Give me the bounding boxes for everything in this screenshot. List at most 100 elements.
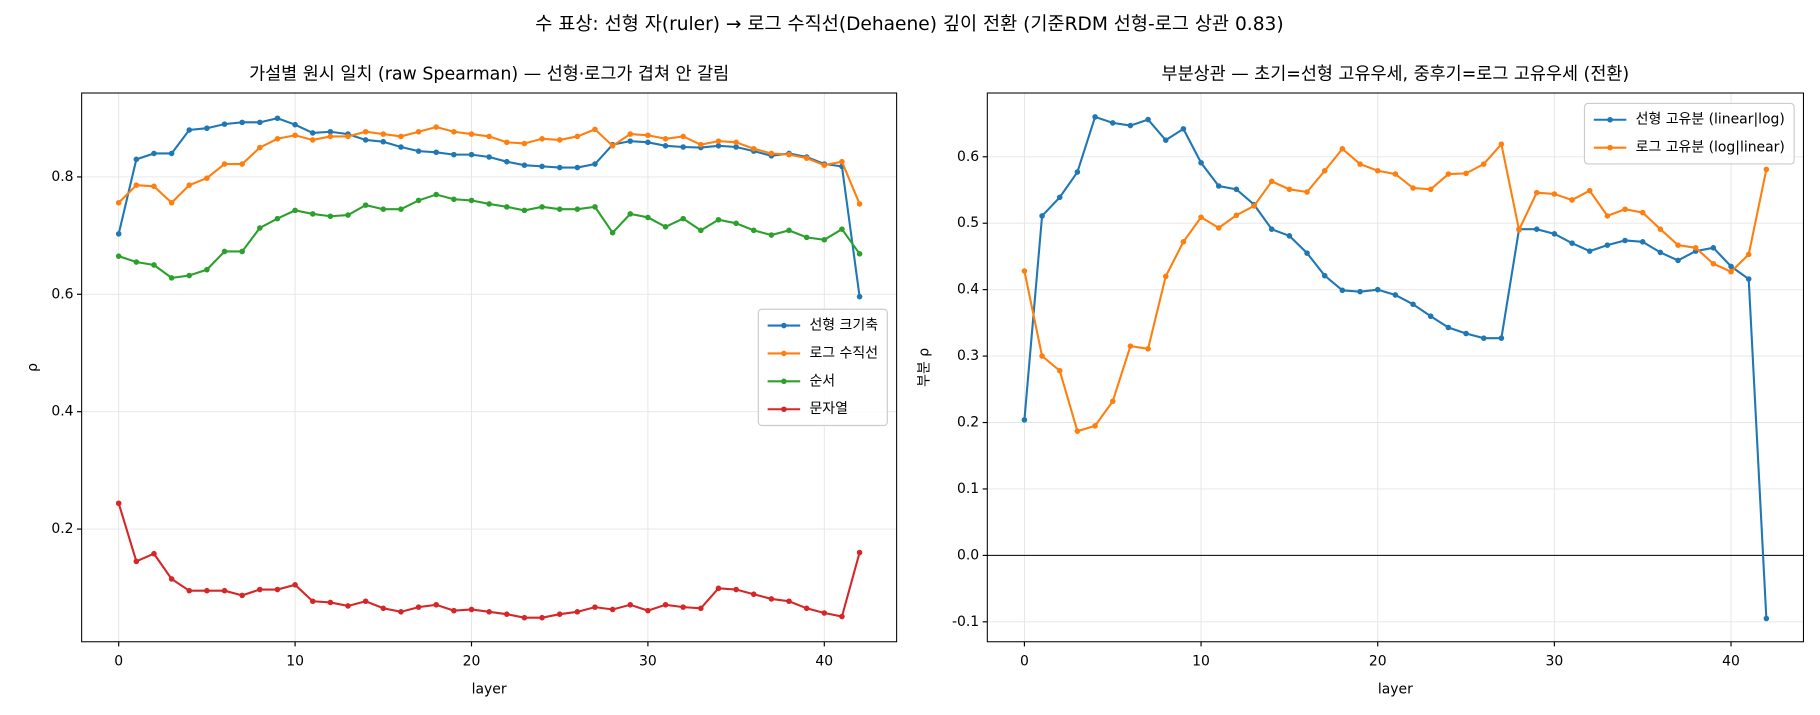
data-point	[309, 211, 316, 217]
data-point	[1127, 122, 1134, 129]
data-point	[1639, 209, 1646, 216]
data-point	[1427, 186, 1434, 193]
data-point	[856, 251, 863, 257]
data-point	[433, 191, 440, 198]
data-point	[151, 262, 157, 268]
data-point	[1145, 345, 1151, 352]
data-point	[698, 227, 704, 234]
legend-marker	[781, 322, 787, 329]
legend-box	[1583, 102, 1795, 165]
data-point	[1586, 187, 1593, 194]
data-point	[680, 133, 686, 140]
data-point	[521, 207, 528, 214]
data-point	[768, 150, 775, 157]
x-tick-label: 40	[815, 654, 833, 670]
x-tick-label: 30	[1546, 654, 1564, 670]
legend-label: 순서	[809, 373, 835, 389]
data-point	[1321, 167, 1328, 174]
data-point	[803, 234, 810, 241]
data-point	[1056, 194, 1063, 201]
legend-label: 선형 크기축	[809, 318, 878, 334]
legend: 선형 고유분 (linear|log) 로그 고유분 (log|linear)	[1583, 102, 1795, 165]
data-point	[1533, 189, 1540, 196]
data-point	[733, 220, 739, 227]
data-point	[345, 212, 351, 218]
data-point	[1286, 233, 1293, 239]
data-point	[698, 605, 704, 612]
data-point	[168, 150, 175, 157]
data-point	[239, 248, 245, 255]
data-point	[1180, 126, 1187, 132]
data-point	[221, 161, 228, 167]
data-point	[627, 131, 634, 137]
data-point	[1410, 185, 1416, 191]
data-point	[1763, 615, 1770, 622]
axes-title: 가설별 원시 일치 (raw Spearman) — 선형·로그가 겹쳐 안 갈…	[249, 64, 729, 84]
data-point	[1463, 330, 1469, 337]
legend-label: 로그 수직선	[809, 345, 878, 361]
data-point	[380, 605, 387, 612]
data-point	[786, 227, 792, 234]
data-point	[1145, 116, 1151, 123]
data-point	[168, 199, 175, 206]
data-point	[327, 213, 334, 220]
y-tick-label: 0.4	[51, 404, 73, 420]
data-point	[503, 158, 510, 165]
data-point	[1039, 353, 1045, 359]
data-point	[1198, 214, 1204, 221]
data-point	[733, 586, 739, 593]
data-point	[1268, 178, 1275, 185]
data-point	[592, 161, 598, 167]
x-tick-label: 30	[639, 654, 657, 670]
data-point	[274, 115, 281, 122]
data-point	[715, 143, 722, 149]
data-point	[362, 202, 369, 208]
data-point	[115, 500, 122, 507]
data-point	[274, 135, 281, 142]
x-axis-label: layer	[1378, 681, 1413, 697]
data-point	[1074, 169, 1081, 175]
data-point	[1180, 239, 1187, 245]
legend-marker	[781, 406, 787, 413]
data-point	[186, 127, 193, 133]
data-point	[398, 144, 404, 150]
data-point	[715, 216, 722, 223]
x-tick-label: 40	[1722, 654, 1740, 670]
y-tick-label: 0.5	[957, 215, 979, 231]
data-point	[662, 224, 669, 230]
data-point	[1551, 191, 1558, 197]
data-point	[433, 124, 440, 130]
data-point	[1268, 226, 1275, 232]
data-point	[592, 604, 598, 610]
data-point	[239, 119, 245, 126]
legend-marker	[1607, 116, 1613, 123]
data-point	[133, 182, 140, 188]
data-point	[521, 140, 528, 147]
data-point	[1604, 242, 1611, 248]
data-point	[451, 607, 457, 614]
data-point	[768, 232, 775, 238]
data-point	[592, 204, 598, 210]
data-point	[309, 137, 316, 143]
data-point	[1109, 120, 1116, 126]
data-point	[521, 614, 528, 621]
x-tick-label: 0	[1020, 654, 1029, 670]
x-tick-label: 20	[463, 654, 481, 670]
data-point	[1480, 161, 1487, 167]
data-point	[362, 128, 369, 135]
data-point	[574, 206, 581, 213]
data-point	[503, 204, 510, 210]
y-tick-label: 0.4	[957, 282, 979, 298]
data-point	[468, 197, 475, 204]
data-point	[1374, 167, 1381, 174]
data-point	[204, 266, 210, 273]
data-point	[415, 604, 422, 610]
data-point	[345, 133, 351, 140]
data-point	[274, 215, 281, 222]
data-point	[1710, 260, 1717, 267]
data-point	[257, 144, 263, 151]
data-point	[609, 606, 616, 613]
data-point	[1516, 227, 1522, 233]
data-point	[451, 151, 457, 158]
